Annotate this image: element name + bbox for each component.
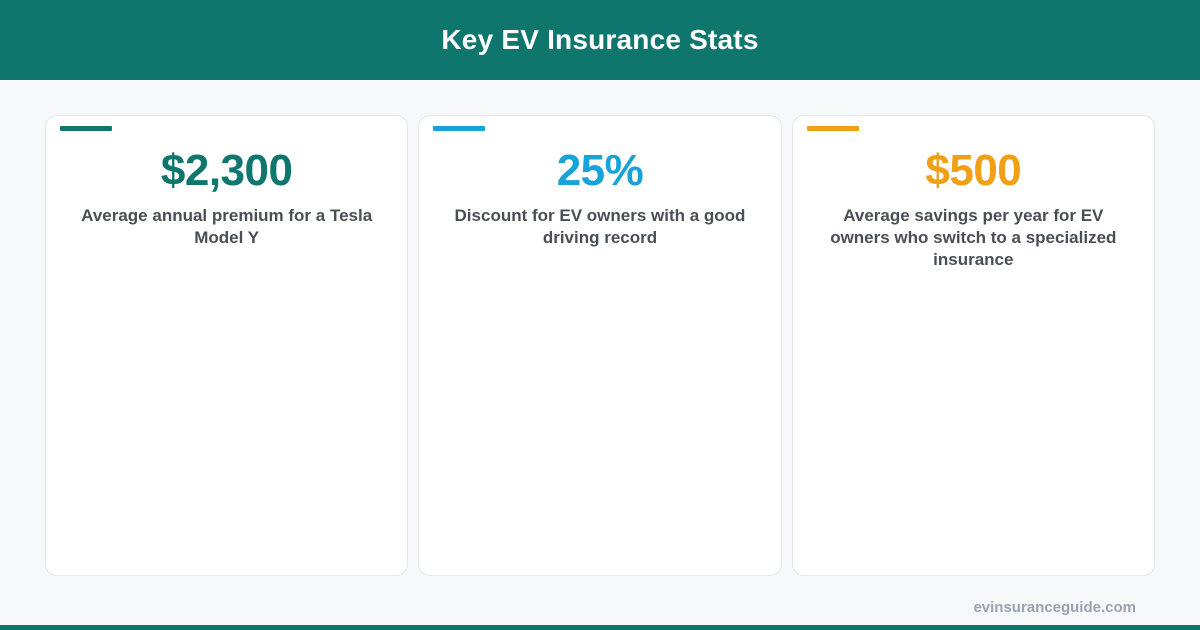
stat-description: Average annual premium for a Tesla Model… [81, 206, 373, 247]
card-accent-bar [806, 126, 859, 131]
footer-bar [0, 625, 1200, 630]
stat-value: $500 [925, 146, 1022, 195]
stat-description: Average savings per year for EV owners w… [830, 206, 1117, 269]
header-banner: Key EV Insurance Stats [0, 0, 1200, 80]
stat-description: Discount for EV owners with a good drivi… [454, 206, 746, 247]
card-accent-bar [433, 126, 486, 131]
card-accent-bar [60, 126, 112, 131]
stat-value: $2,300 [160, 146, 293, 195]
stat-value: 25% [556, 146, 644, 195]
page-title: Key EV Insurance Stats [441, 24, 759, 55]
stat-card-premium: $2,300 Average annual premium for a Tesl… [45, 115, 409, 576]
stat-card-discount: 25% Discount for EV owners with a good d… [418, 115, 782, 576]
site-link[interactable]: evinsuranceguide.com [973, 599, 1136, 616]
stats-card-row: $2,300 Average annual premium for a Tesl… [45, 115, 1155, 576]
stat-card-savings: $500 Average savings per year for EV own… [791, 115, 1155, 576]
